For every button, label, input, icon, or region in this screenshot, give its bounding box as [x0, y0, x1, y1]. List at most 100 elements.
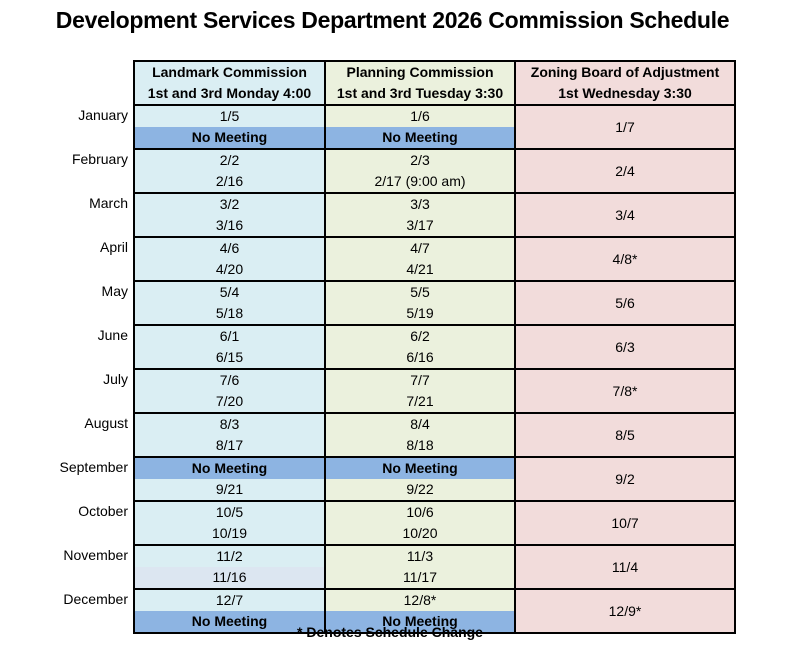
month-label: March: [89, 195, 128, 211]
month-label: October: [78, 503, 128, 519]
planning-date: 7/7: [324, 368, 516, 391]
month-row-december-2: No Meeting No Meeting: [50, 611, 735, 634]
planning-date: 11/17: [324, 567, 516, 590]
month-row-january-2: No Meeting No Meeting: [50, 127, 735, 150]
month-row-july: July 7/6 7/7 7/8*: [50, 368, 736, 414]
landmark-date: 4/20: [133, 259, 326, 282]
planning-no-meeting: No Meeting: [324, 456, 516, 479]
landmark-date: 4/6: [133, 236, 326, 259]
landmark-date: 5/4: [133, 280, 326, 303]
landmark-no-meeting: No Meeting: [133, 611, 326, 634]
column-header-landmark: Landmark Commission 1st and 3rd Monday 4…: [133, 60, 326, 106]
landmark-date: 3/16: [133, 215, 326, 238]
planning-no-meeting: No Meeting: [324, 127, 516, 150]
month-label: August: [84, 415, 128, 431]
landmark-date: 3/2: [133, 192, 326, 215]
planning-date: 9/22: [324, 479, 516, 502]
zoning-date: 4/8*: [514, 236, 736, 282]
month-label: July: [103, 371, 128, 387]
schedule-change-footnote: * Denotes Schedule Change: [297, 624, 483, 640]
month-row-july-2: 7/20 7/21: [50, 391, 735, 414]
zoning-date: 9/2: [514, 456, 736, 502]
planning-date: 10/6: [324, 500, 516, 523]
month-row-april: April 4/6 4/7 4/8*: [50, 236, 736, 282]
column-schedule: 1st and 3rd Monday 4:00: [147, 85, 312, 101]
zoning-date: 5/6: [514, 280, 736, 326]
planning-date: 12/8*: [324, 588, 516, 611]
planning-date: 4/21: [324, 259, 516, 282]
planning-date: 5/19: [324, 303, 516, 326]
planning-date: 11/3: [324, 544, 516, 567]
month-row-october: October 10/5 10/6 10/7: [50, 500, 736, 546]
column-schedule: 1st Wednesday 3:30: [558, 85, 692, 101]
month-label: April: [99, 239, 128, 255]
planning-date: 1/6: [324, 104, 516, 127]
landmark-date: 11/16: [133, 567, 326, 590]
planning-date: 3/17: [324, 215, 516, 238]
landmark-date: 9/21: [133, 479, 326, 502]
zoning-date: 8/5: [514, 412, 736, 458]
column-header-planning: Planning Commission 1st and 3rd Tuesday …: [324, 60, 516, 106]
planning-date: 7/21: [324, 391, 516, 414]
month-label: December: [63, 591, 128, 607]
month-row-april-2: 4/20 4/21: [50, 259, 735, 282]
zoning-date: 7/8*: [514, 368, 736, 414]
month-row-march: March 3/2 3/3 3/4: [50, 192, 736, 238]
month-row-december: December 12/7 12/8* 12/9*: [50, 588, 736, 634]
zoning-date: 1/7: [514, 104, 736, 150]
column-title: Landmark Commission: [152, 64, 307, 80]
landmark-date: 2/2: [133, 148, 326, 171]
planning-date: 2/3: [324, 148, 516, 171]
landmark-date: 2/16: [133, 171, 326, 194]
landmark-no-meeting: No Meeting: [133, 127, 326, 150]
month-row-november-2: 11/16 11/17: [50, 567, 735, 590]
month-row-june: June 6/1 6/2 6/3: [50, 324, 736, 370]
page-title: Development Services Department 2026 Com…: [55, 7, 730, 33]
column-title: Zoning Board of Adjustment: [530, 64, 720, 80]
planning-date: 8/18: [324, 435, 516, 458]
landmark-date: 6/15: [133, 347, 326, 370]
month-row-october-2: 10/19 10/20: [50, 523, 735, 546]
zoning-date: 2/4: [514, 148, 736, 194]
planning-date: 6/16: [324, 347, 516, 370]
month-row-august-2: 8/17 8/18: [50, 435, 735, 458]
planning-date: 4/7: [324, 236, 516, 259]
planning-date: 5/5: [324, 280, 516, 303]
month-row-january: January 1/5 1/6 1/7: [50, 104, 736, 150]
month-label: September: [59, 459, 128, 475]
landmark-date: 6/1: [133, 324, 326, 347]
header-spacer: [50, 61, 134, 105]
landmark-date: 11/2: [133, 544, 326, 567]
landmark-date: 1/5: [133, 104, 326, 127]
month-label: May: [101, 283, 128, 299]
month-label: February: [71, 151, 128, 167]
zoning-date: 11/4: [514, 544, 736, 590]
landmark-date: 12/7: [133, 588, 326, 611]
zoning-date: 10/7: [514, 500, 736, 546]
month-row-november: November 11/2 11/3 11/4: [50, 544, 736, 590]
column-header-zoning: Zoning Board of Adjustment 1st Wednesday…: [514, 60, 736, 106]
month-row-may: May 5/4 5/5 5/6: [50, 280, 736, 326]
landmark-date: 5/18: [133, 303, 326, 326]
month-row-september-2: 9/21 9/22: [50, 479, 735, 502]
header-row: Landmark Commission 1st and 3rd Monday 4…: [50, 60, 736, 106]
landmark-date: 8/17: [133, 435, 326, 458]
planning-date: 3/3: [324, 192, 516, 215]
landmark-date: 8/3: [133, 412, 326, 435]
column-schedule: 1st and 3rd Tuesday 3:30: [336, 85, 504, 101]
month-row-june-2: 6/15 6/16: [50, 347, 735, 370]
schedule-table: Landmark Commission 1st and 3rd Monday 4…: [50, 60, 736, 634]
landmark-date: 10/5: [133, 500, 326, 523]
month-row-march-2: 3/16 3/17: [50, 215, 735, 238]
zoning-date: 6/3: [514, 324, 736, 370]
column-title: Planning Commission: [346, 64, 494, 80]
zoning-date: 12/9*: [514, 588, 736, 634]
planning-date: 10/20: [324, 523, 516, 546]
month-row-february-2: 2/16 2/17 (9:00 am): [50, 171, 735, 194]
planning-date: 8/4: [324, 412, 516, 435]
month-row-september: September No Meeting No Meeting 9/2: [50, 456, 736, 502]
schedule-table-wrap: Landmark Commission 1st and 3rd Monday 4…: [50, 60, 736, 634]
landmark-date: 7/6: [133, 368, 326, 391]
month-label: January: [78, 107, 128, 123]
month-label: June: [97, 327, 128, 343]
